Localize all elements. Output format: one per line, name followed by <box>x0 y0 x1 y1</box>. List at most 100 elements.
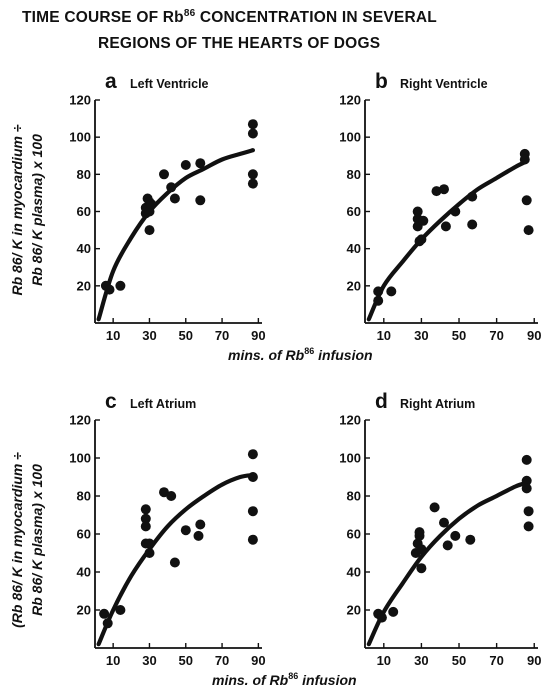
data-point <box>99 608 110 619</box>
y-tick-label: 40 <box>347 241 361 256</box>
data-point <box>521 195 532 206</box>
panel-title: Left Atrium <box>130 397 196 411</box>
data-point <box>115 280 126 291</box>
data-point <box>193 530 204 541</box>
data-point <box>440 221 451 232</box>
x-tick-label: 50 <box>179 328 193 343</box>
x-tick-label: 70 <box>489 328 503 343</box>
x-axis-title-bottom: mins. of Rb86 infusion <box>212 671 357 688</box>
data-point <box>386 286 397 297</box>
data-point <box>104 284 115 295</box>
y-axis-title-top-line-2: Rb 86/ K plasma) x 100 <box>29 134 45 286</box>
data-point <box>247 119 258 130</box>
data-point <box>144 225 155 236</box>
data-point <box>416 544 427 555</box>
y-tick-label: 40 <box>77 241 91 256</box>
y-tick-label: 80 <box>347 167 361 182</box>
data-point <box>140 513 151 524</box>
data-point <box>521 454 532 465</box>
panel-title: Right Atrium <box>400 397 475 411</box>
panel-title: Left Ventricle <box>130 77 209 91</box>
y-tick-label: 100 <box>339 130 361 145</box>
x-tick-label: 10 <box>377 328 391 343</box>
data-point <box>521 483 532 494</box>
data-point <box>376 612 387 623</box>
data-point <box>373 286 384 297</box>
data-point <box>467 191 478 202</box>
panel-letter: a <box>105 70 117 93</box>
y-tick-label: 40 <box>347 565 361 580</box>
y-tick-label: 60 <box>347 204 361 219</box>
data-point <box>431 186 442 197</box>
x-axis-title-top: mins. of Rb86 infusion <box>228 346 373 363</box>
y-tick-label: 20 <box>77 278 91 293</box>
data-point <box>195 519 206 530</box>
data-point <box>180 525 191 536</box>
y-tick-label: 60 <box>77 527 91 542</box>
data-point <box>519 154 530 165</box>
data-point <box>442 540 453 551</box>
data-point <box>414 527 425 538</box>
panel-d-right-atrium: 20 40 60 80 100 120 10 30 50 70 90 d Right Atrium <box>339 390 541 668</box>
data-point <box>412 206 423 217</box>
x-tick-label: 30 <box>414 328 428 343</box>
x-tick-label: 50 <box>452 653 466 668</box>
y-axis-title-bottom-line-2: Rb 86/ K plasma) x 100 <box>29 464 45 616</box>
data-point <box>115 605 126 615</box>
y-tick-label: 120 <box>339 413 361 428</box>
data-point <box>388 606 399 617</box>
data-point <box>159 169 169 180</box>
x-tick-label: 70 <box>215 653 229 668</box>
panel-c-left-atrium: 20 40 60 80 100 120 10 30 50 70 90 c Left Atrium <box>69 390 265 668</box>
data-point <box>416 234 427 245</box>
y-tick-label: 100 <box>69 130 91 145</box>
figure-title-line-2: REGIONS OF THE HEARTS OF DOGS <box>98 35 380 52</box>
x-tick-label: 30 <box>142 653 156 668</box>
x-tick-label: 90 <box>527 653 541 668</box>
y-tick-label: 100 <box>339 451 361 466</box>
x-tick-label: 30 <box>142 328 156 343</box>
data-point <box>169 557 180 568</box>
data-point <box>247 169 258 180</box>
y-tick-label: 20 <box>77 603 91 618</box>
data-point <box>247 534 258 545</box>
fit-curve <box>96 148 255 322</box>
y-tick-label: 80 <box>347 489 361 504</box>
data-point <box>195 195 206 206</box>
data-point <box>144 548 155 558</box>
x-tick-label: 70 <box>215 328 229 343</box>
x-tick-label: 50 <box>179 653 193 668</box>
fit-curve <box>366 159 529 322</box>
y-tick-label: 120 <box>69 93 91 108</box>
fit-curve <box>366 480 529 647</box>
data-point <box>521 475 532 486</box>
data-point <box>418 215 429 226</box>
y-axis-title-bottom-line-1: (Rb 86/ K in myocardium ÷ <box>9 452 25 628</box>
data-point <box>450 206 461 217</box>
data-point <box>450 530 461 541</box>
y-axis-title-top-line-1: Rb 86/ K in myocardium ÷ <box>9 124 25 295</box>
data-point <box>144 538 155 549</box>
panel-letter: b <box>375 70 388 93</box>
y-tick-label: 120 <box>339 93 361 108</box>
data-point <box>523 506 534 517</box>
panel-b-right-ventricle: 20 40 60 80 100 120 10 30 50 70 90 b Right Ventricle <box>339 70 541 343</box>
data-point <box>373 295 384 306</box>
data-point <box>439 517 449 528</box>
x-tick-label: 90 <box>251 653 265 668</box>
panel-a-left-ventricle: 20 40 60 80 100 120 10 30 50 70 90 a Left Ventricle <box>69 70 265 343</box>
y-tick-label: 60 <box>77 204 91 219</box>
y-tick-label: 20 <box>347 278 361 293</box>
x-tick-label: 90 <box>527 328 541 343</box>
fit-curve <box>96 473 255 647</box>
y-tick-label: 60 <box>347 527 361 542</box>
panel-letter: c <box>105 390 117 413</box>
x-tick-label: 30 <box>414 653 428 668</box>
data-point <box>247 128 258 139</box>
y-tick-label: 80 <box>77 489 91 504</box>
x-tick-label: 10 <box>106 653 120 668</box>
y-tick-label: 20 <box>347 603 361 618</box>
data-point <box>247 506 258 517</box>
data-point <box>429 502 440 513</box>
